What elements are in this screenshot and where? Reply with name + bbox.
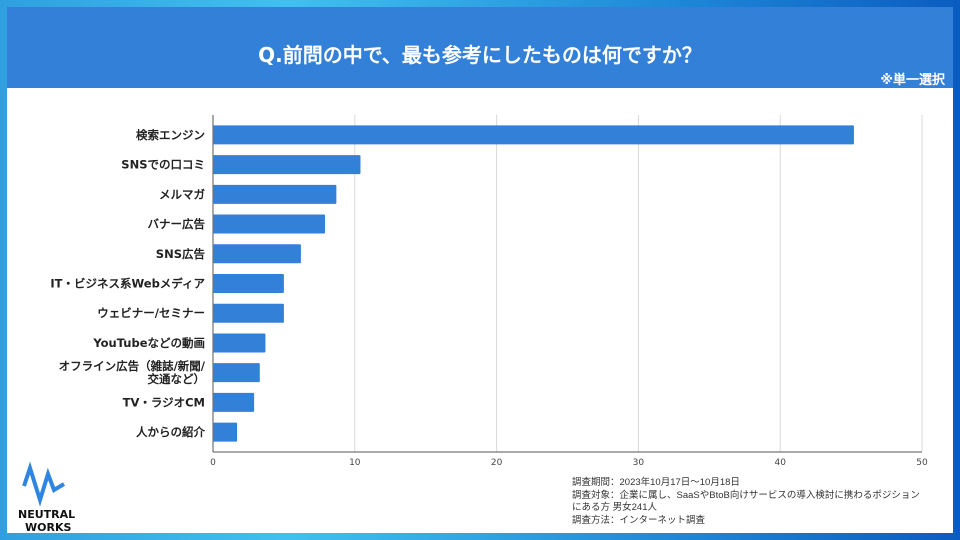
bar <box>213 422 238 442</box>
category-label: 検索エンジン <box>136 128 205 142</box>
x-tick-label: 20 <box>491 458 503 468</box>
category-label: メルマガ <box>159 187 205 201</box>
bar <box>213 155 361 175</box>
survey-method: 調査方法：インターネット調査 <box>572 514 706 526</box>
slide-panel: Q.前問の中で、最も参考にしたものは何ですか？ ※単一選択 <box>7 7 953 533</box>
x-tick-label: 0 <box>210 458 216 468</box>
bar <box>213 184 337 204</box>
survey-target-cont: にある方 男女241人 <box>572 502 657 513</box>
category-label: SNSでの口コミ <box>121 158 205 172</box>
bar <box>213 214 326 234</box>
bar <box>213 125 854 145</box>
survey-info: 調査期間：2023年10月17日～10月18日 調査対象：企業に属し、SaaSや… <box>572 477 920 527</box>
header-band: Q.前問の中で、最も参考にしたものは何ですか？ ※単一選択 <box>7 7 953 88</box>
logo-text: NEUTRAL WORKS <box>18 508 75 534</box>
category-label: IT・ビジネス系Webメディア <box>50 277 205 291</box>
survey-target: 調査対象：企業に属し、SaaSやBtoB向けサービスの導入検討に携わるポジション <box>572 489 920 501</box>
bar <box>213 333 266 353</box>
category-label: ウェビナー/セミナー <box>97 306 205 320</box>
page-title: Q.前問の中で、最も参考にしたものは何ですか？ <box>258 43 702 67</box>
category-label: YouTubeなどの動画 <box>92 336 205 350</box>
bar <box>213 392 255 412</box>
logo-wave-icon <box>22 461 66 507</box>
bar <box>213 244 301 264</box>
x-tick-label: 50 <box>916 458 928 468</box>
bar <box>213 363 260 383</box>
survey-period: 調査期間：2023年10月17日～10月18日 <box>572 477 740 488</box>
selection-note: ※単一選択 <box>880 73 945 88</box>
bar <box>213 303 284 323</box>
category-label: オフライン広告（雑誌/新聞/交通など） <box>59 359 206 386</box>
category-label: 人からの紹介 <box>136 425 205 439</box>
logo-line2: WORKS <box>25 521 72 534</box>
logo-line1: NEUTRAL <box>18 508 76 521</box>
category-label: バナー広告 <box>148 217 206 231</box>
x-tick-label: 10 <box>349 458 361 468</box>
x-tick-label: 30 <box>633 458 645 468</box>
category-label: SNS広告 <box>156 247 206 261</box>
bar <box>213 274 284 293</box>
x-tick-label: 40 <box>774 458 786 468</box>
category-label: TV・ラジオCM <box>123 395 205 409</box>
